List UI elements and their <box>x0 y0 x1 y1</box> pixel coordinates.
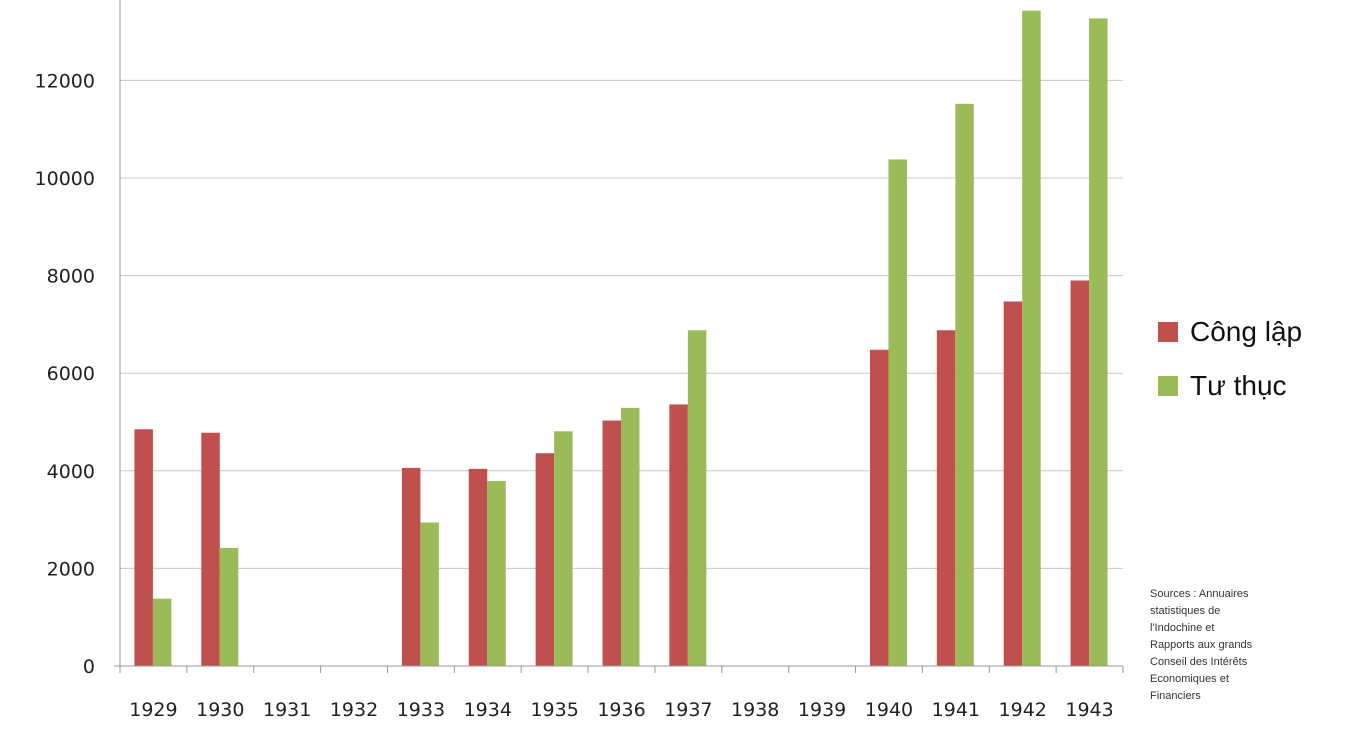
bar-tu-thuc-1941 <box>955 103 974 667</box>
bar-cong-lap-1937 <box>669 404 688 666</box>
sources-line: Sources : Annuaires <box>1150 588 1249 600</box>
x-tick-label: 1935 <box>530 699 578 721</box>
bar-tu-thuc-1937 <box>687 330 707 666</box>
x-tick-label: 1939 <box>798 699 846 721</box>
bar-tu-thuc-1933 <box>420 522 439 666</box>
x-tick-label: 1938 <box>731 699 779 721</box>
sources-line: Conseil des Intérêts <box>1150 656 1248 668</box>
x-tick-label: 1940 <box>865 699 913 721</box>
x-tick-label: 1929 <box>129 699 177 721</box>
bar-tu-thuc-1930 <box>219 547 239 666</box>
x-tick-label: 1934 <box>464 699 512 721</box>
bar-cong-lap-1936 <box>602 420 621 666</box>
x-tick-label: 1932 <box>330 699 378 721</box>
x-axis-ticks: 1929 1930 1931 1932 1933 1934 1935 1936 1937 1938… <box>129 699 1113 721</box>
y-tick-label: 6000 <box>47 363 95 385</box>
legend-label-cong-lap: Công lập <box>1190 316 1303 347</box>
bar-cong-lap-1929 <box>134 429 153 666</box>
bar-cong-lap-1934 <box>468 468 488 666</box>
sources-line: statistiques de <box>1150 605 1221 617</box>
y-tick-label: 2000 <box>47 558 95 580</box>
legend-label-tu-thuc: Tư thục <box>1190 370 1287 401</box>
legend-item-tu-thuc: Tư thục <box>1158 359 1302 413</box>
x-tick-label: 1936 <box>597 699 645 721</box>
y-axis-ticks: 0 2000 4000 6000 8000 10000 12000 <box>35 70 95 678</box>
y-tick-label: 4000 <box>47 461 95 483</box>
bar-cong-lap-1930 <box>201 432 220 666</box>
x-tick-label: 1930 <box>196 699 244 721</box>
legend-item-cong-lap: Công lập <box>1158 305 1302 359</box>
x-tick-label: 1931 <box>263 699 311 721</box>
x-tick-label: 1937 <box>664 699 712 721</box>
bar-tu-thuc-1936 <box>621 407 640 666</box>
bar-cong-lap-1933 <box>401 467 421 666</box>
x-tick-label: 1942 <box>999 699 1047 721</box>
bar-cong-lap-1941 <box>936 330 956 666</box>
x-tick-label: 1933 <box>397 699 445 721</box>
x-tick-label: 1943 <box>1065 699 1113 721</box>
bar-cong-lap-1935 <box>535 453 555 666</box>
bar-tu-thuc-1935 <box>554 431 573 666</box>
bar-cong-lap-1943 <box>1070 280 1090 666</box>
x-tick-label: 1941 <box>932 699 980 721</box>
bar-tu-thuc-1929 <box>152 598 172 666</box>
y-tick-label: 10000 <box>35 168 95 190</box>
sources-line: l'Indochine et <box>1150 622 1215 634</box>
y-tick-label: 0 <box>83 656 95 678</box>
y-tick-label: 12000 <box>35 70 95 92</box>
legend-swatch-cong-lap <box>1158 322 1178 342</box>
bar-cong-lap-1942 <box>1003 301 1023 666</box>
y-tick-label: 8000 <box>47 266 95 288</box>
bars <box>134 10 1108 667</box>
bar-tu-thuc-1934 <box>487 481 506 666</box>
bar-tu-thuc-1940 <box>888 159 907 666</box>
legend: Công lập Tư thục <box>1158 305 1302 413</box>
sources-note: Sources : Annuaires statistiques de l'In… <box>1150 586 1290 705</box>
x-axis <box>114 0 1124 673</box>
bar-tu-thuc-1942 <box>1022 10 1041 666</box>
sources-line: Economiques et <box>1150 673 1229 685</box>
bar-tu-thuc-1943 <box>1089 18 1108 666</box>
sources-line: Rapports aux grands <box>1150 639 1253 651</box>
legend-swatch-tu-thuc <box>1158 376 1178 396</box>
bar-cong-lap-1940 <box>869 349 889 666</box>
sources-line: Financiers <box>1150 690 1201 702</box>
